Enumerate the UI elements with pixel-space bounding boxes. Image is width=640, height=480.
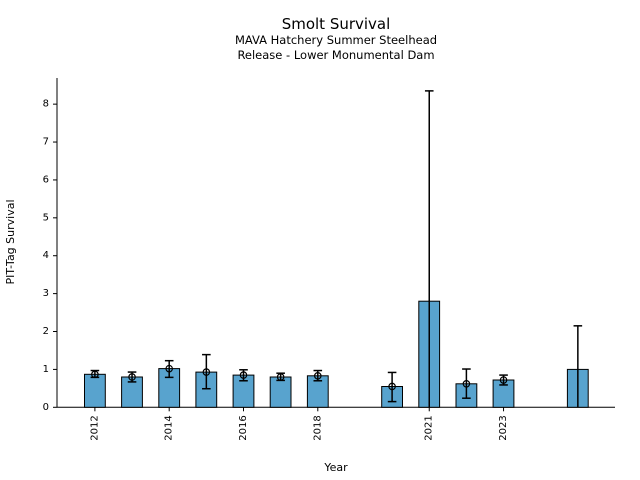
bar-2017 xyxy=(269,376,292,408)
x-tick-label-2012: 2012 xyxy=(89,415,100,440)
point-marker-2014 xyxy=(165,364,173,373)
y-axis-label: PIT-Tag Survival xyxy=(4,199,17,284)
y-tick-label-6: 6 xyxy=(43,174,49,185)
chart-subtitle-line1: MAVA Hatchery Summer Steelhead xyxy=(235,33,437,47)
plot-area: 0 1 2 3 4 5 6 7 8 2012 2014 2016 2018 2021 2023 xyxy=(43,78,615,441)
y-tick-label-7: 7 xyxy=(43,137,49,148)
bar-2012 xyxy=(84,373,106,408)
x-tick-label-2023: 2023 xyxy=(498,415,509,440)
y-tick-label-3: 3 xyxy=(43,288,49,299)
point-marker-2015 xyxy=(202,368,211,376)
x-tick-label-2018: 2018 xyxy=(312,415,323,440)
chart-subtitle-line2: Release - Lower Monumental Dam xyxy=(237,48,434,62)
y-tick-label-0: 0 xyxy=(43,402,49,413)
point-marker-2018 xyxy=(313,372,322,380)
x-tick-label-2021: 2021 xyxy=(424,415,435,440)
point-marker-2012 xyxy=(91,370,99,379)
y-tick-label-1: 1 xyxy=(43,364,49,375)
point-marker-2016 xyxy=(239,371,248,379)
y-tick-label-8: 8 xyxy=(43,99,49,110)
point-marker-2022 xyxy=(462,380,471,388)
y-tick-label-5: 5 xyxy=(43,212,49,223)
x-tick-label-2016: 2016 xyxy=(238,415,249,440)
point-marker-2013 xyxy=(128,373,136,381)
chart-title: Smolt Survival xyxy=(282,15,391,33)
x-axis-label: Year xyxy=(323,461,348,474)
y-tick-label-2: 2 xyxy=(43,326,49,337)
point-marker-2017 xyxy=(276,373,285,381)
point-marker-2020 xyxy=(388,382,396,391)
x-tick-label-2014: 2014 xyxy=(164,415,175,440)
y-tick-label-4: 4 xyxy=(43,250,49,261)
point-marker-2023 xyxy=(499,376,508,384)
